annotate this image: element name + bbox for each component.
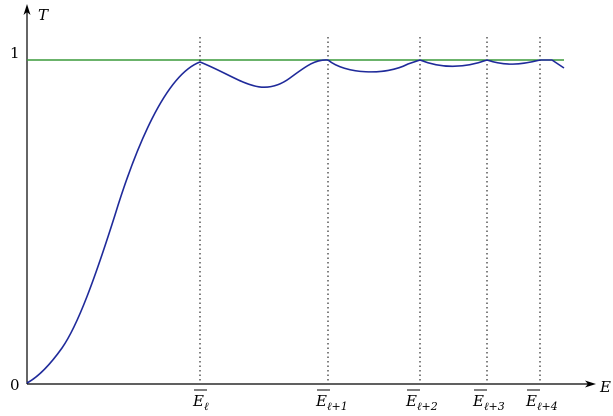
y-axis-arrowhead <box>23 4 31 15</box>
marker-label-3: Eℓ+2 <box>405 389 438 413</box>
svg-text:Eℓ+3: Eℓ+3 <box>472 392 505 413</box>
svg-text:Eℓ+2: Eℓ+2 <box>405 392 438 413</box>
marker-label-2: Eℓ+1 <box>315 389 348 413</box>
marker-label-4: Eℓ+3 <box>472 389 505 413</box>
y-tick-label-0: 0 <box>10 376 20 394</box>
marker-label-1: Eℓ <box>192 389 209 413</box>
marker-label-5: Eℓ+4 <box>525 389 558 413</box>
x-axis-arrowhead <box>585 380 596 388</box>
x-axis-label: E <box>599 378 611 396</box>
transmission-curve <box>26 59 565 384</box>
y-tick-label-1: 1 <box>10 44 20 62</box>
svg-text:Eℓ: Eℓ <box>192 392 209 413</box>
svg-text:Eℓ+4: Eℓ+4 <box>525 392 558 413</box>
svg-text:Eℓ+1: Eℓ+1 <box>315 392 348 413</box>
y-axis-label: T <box>38 6 49 24</box>
